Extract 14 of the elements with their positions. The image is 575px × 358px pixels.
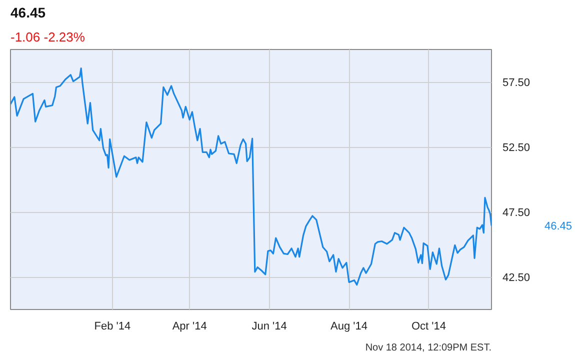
text: 46.45 xyxy=(544,220,572,233)
y-tick-label: 57.50 xyxy=(502,77,530,89)
x-tick-label: Jun '14 xyxy=(252,320,287,332)
line-series xyxy=(10,68,492,286)
chart-title: 46.45 xyxy=(10,4,46,20)
x-tick-label: Apr '14 xyxy=(172,320,207,332)
chart-subtitle: -1.06 -2.23% xyxy=(10,30,86,44)
y-tick-label: 52.50 xyxy=(502,142,530,154)
x-tick-label: Aug '14 xyxy=(330,320,368,332)
y-tick-label: 47.50 xyxy=(502,207,530,219)
y-tick-label: 42.50 xyxy=(502,272,530,284)
text: Nov 18 2014, 12:09PM EST. xyxy=(365,342,492,354)
x-tick-label: Oct '14 xyxy=(412,320,446,332)
x-tick-label: Feb '14 xyxy=(94,320,131,332)
